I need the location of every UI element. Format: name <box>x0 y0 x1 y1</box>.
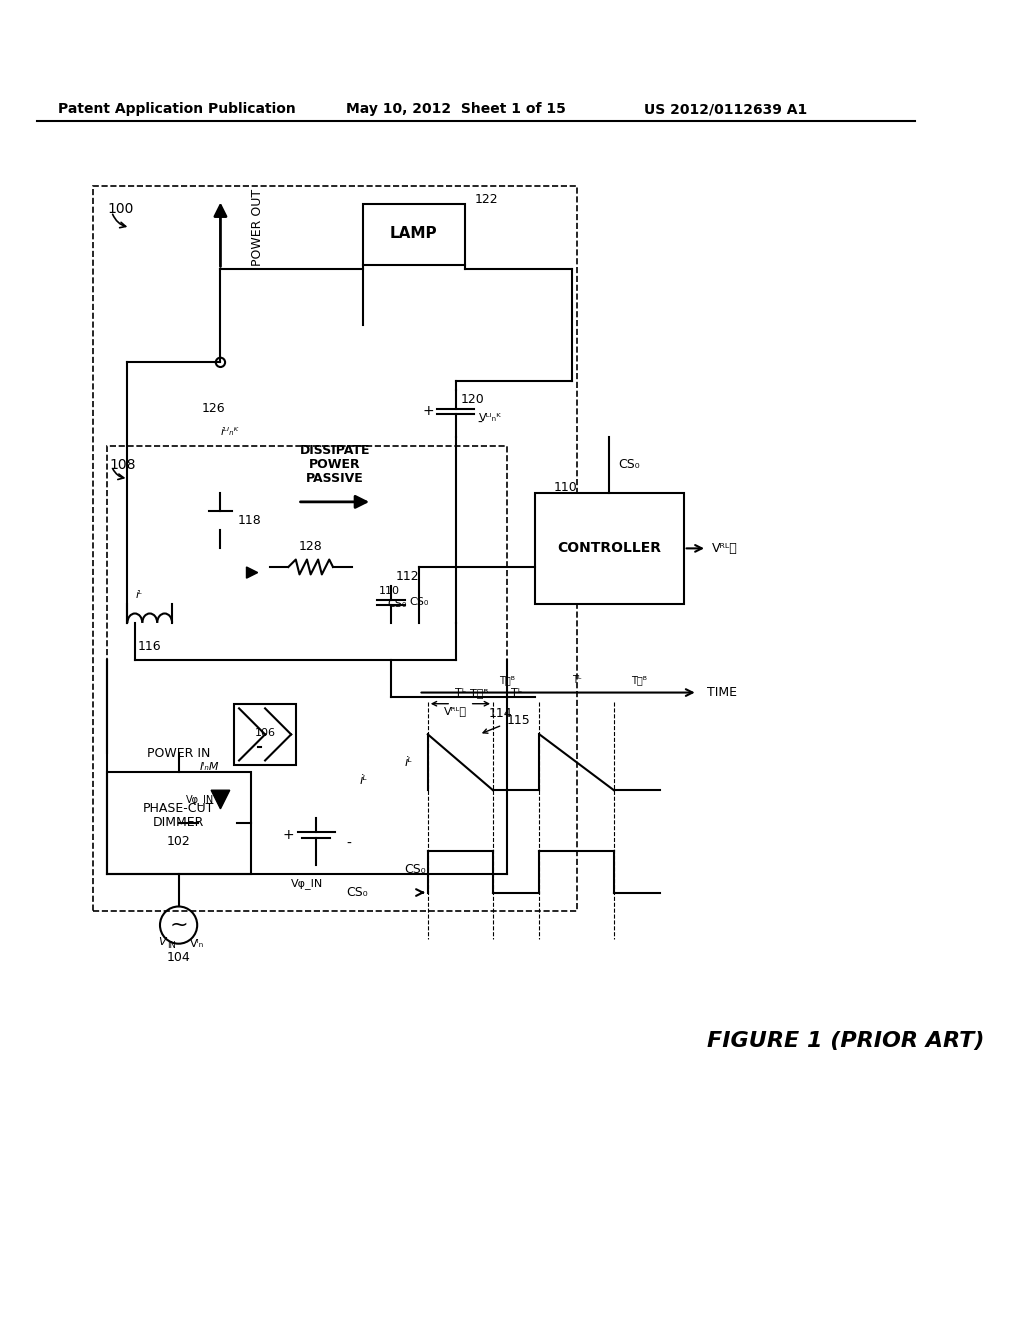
Text: 122: 122 <box>474 193 498 206</box>
Text: Vᴵₙ: Vᴵₙ <box>189 939 204 949</box>
Text: +: + <box>283 828 294 842</box>
Text: V: V <box>158 937 166 946</box>
Bar <box>234 704 296 766</box>
Bar <box>535 492 684 605</box>
Text: 115: 115 <box>507 714 530 727</box>
Polygon shape <box>247 568 258 578</box>
Text: iᴸ: iᴸ <box>359 775 368 788</box>
Text: 128: 128 <box>299 540 323 553</box>
Text: 120: 120 <box>461 393 484 407</box>
Text: US 2012/0112639 A1: US 2012/0112639 A1 <box>644 103 807 116</box>
Text: 108: 108 <box>110 458 136 471</box>
Text: POWER: POWER <box>309 458 360 471</box>
Text: Vᴸᴵₙᴷ: Vᴸᴵₙᴷ <box>479 413 502 424</box>
Text: +: + <box>422 404 434 417</box>
Text: ~: ~ <box>169 915 187 935</box>
Bar <box>93 186 577 911</box>
Text: IN: IN <box>167 941 175 950</box>
Text: 100: 100 <box>106 202 133 216</box>
Text: iᴸ: iᴸ <box>404 756 413 768</box>
Text: 126: 126 <box>202 403 225 416</box>
Text: 116: 116 <box>138 640 162 652</box>
Text: CS₀: CS₀ <box>618 458 640 471</box>
Text: Vφ_IN: Vφ_IN <box>185 795 214 805</box>
Text: 102: 102 <box>167 834 190 847</box>
Text: DISSIPATE: DISSIPATE <box>300 445 370 457</box>
Text: -: - <box>346 837 351 851</box>
Text: iᴸᴵₙᴷ: iᴸᴵₙᴷ <box>220 428 239 437</box>
Text: DIMMER: DIMMER <box>153 816 204 829</box>
Text: 106: 106 <box>255 727 275 738</box>
Text: Tᴸ: Tᴸ <box>572 676 582 685</box>
Text: CS₀: CS₀ <box>410 598 429 607</box>
Text: CS₀: CS₀ <box>346 886 368 899</box>
Text: T⃚ᴮ: T⃚ᴮ <box>470 688 488 697</box>
Text: POWER IN: POWER IN <box>146 747 210 759</box>
Text: Vᴿᴸ⃚: Vᴿᴸ⃚ <box>444 706 467 717</box>
Text: PASSIVE: PASSIVE <box>306 473 364 486</box>
Text: 112: 112 <box>395 570 419 583</box>
Text: Patent Application Publication: Patent Application Publication <box>57 103 296 116</box>
Bar <box>106 446 507 874</box>
Text: Vφ_IN: Vφ_IN <box>291 878 323 888</box>
Bar <box>106 772 251 874</box>
Text: 118: 118 <box>238 513 261 527</box>
Text: IᴵₙM: IᴵₙM <box>200 762 219 772</box>
Text: T⃚ᴮ: T⃚ᴮ <box>499 676 515 685</box>
Text: LAMP: LAMP <box>390 227 437 242</box>
Text: 114: 114 <box>488 708 512 721</box>
Text: Tᴸ: Tᴸ <box>455 688 466 697</box>
Text: PHASE-CUT: PHASE-CUT <box>143 803 214 816</box>
Bar <box>362 205 465 265</box>
Text: CS₀: CS₀ <box>404 863 426 875</box>
Text: 110: 110 <box>553 482 578 495</box>
Text: May 10, 2012  Sheet 1 of 15: May 10, 2012 Sheet 1 of 15 <box>346 103 565 116</box>
Text: CS₀: CS₀ <box>387 599 407 610</box>
Text: iᴸ: iᴸ <box>136 590 143 599</box>
Text: 110: 110 <box>379 586 400 597</box>
Text: -: - <box>477 416 482 430</box>
Polygon shape <box>211 791 229 809</box>
Text: TIME: TIME <box>707 686 737 700</box>
Text: Tᴸ: Tᴸ <box>511 688 521 697</box>
Text: FIGURE 1 (PRIOR ART): FIGURE 1 (PRIOR ART) <box>707 1031 984 1051</box>
Text: POWER OUT: POWER OUT <box>251 189 264 267</box>
Text: T⃚ᴮ: T⃚ᴮ <box>631 676 647 685</box>
Text: Vᴿᴸ⃚: Vᴿᴸ⃚ <box>712 543 737 554</box>
Text: 104: 104 <box>167 952 190 964</box>
Text: CONTROLLER: CONTROLLER <box>557 541 662 556</box>
